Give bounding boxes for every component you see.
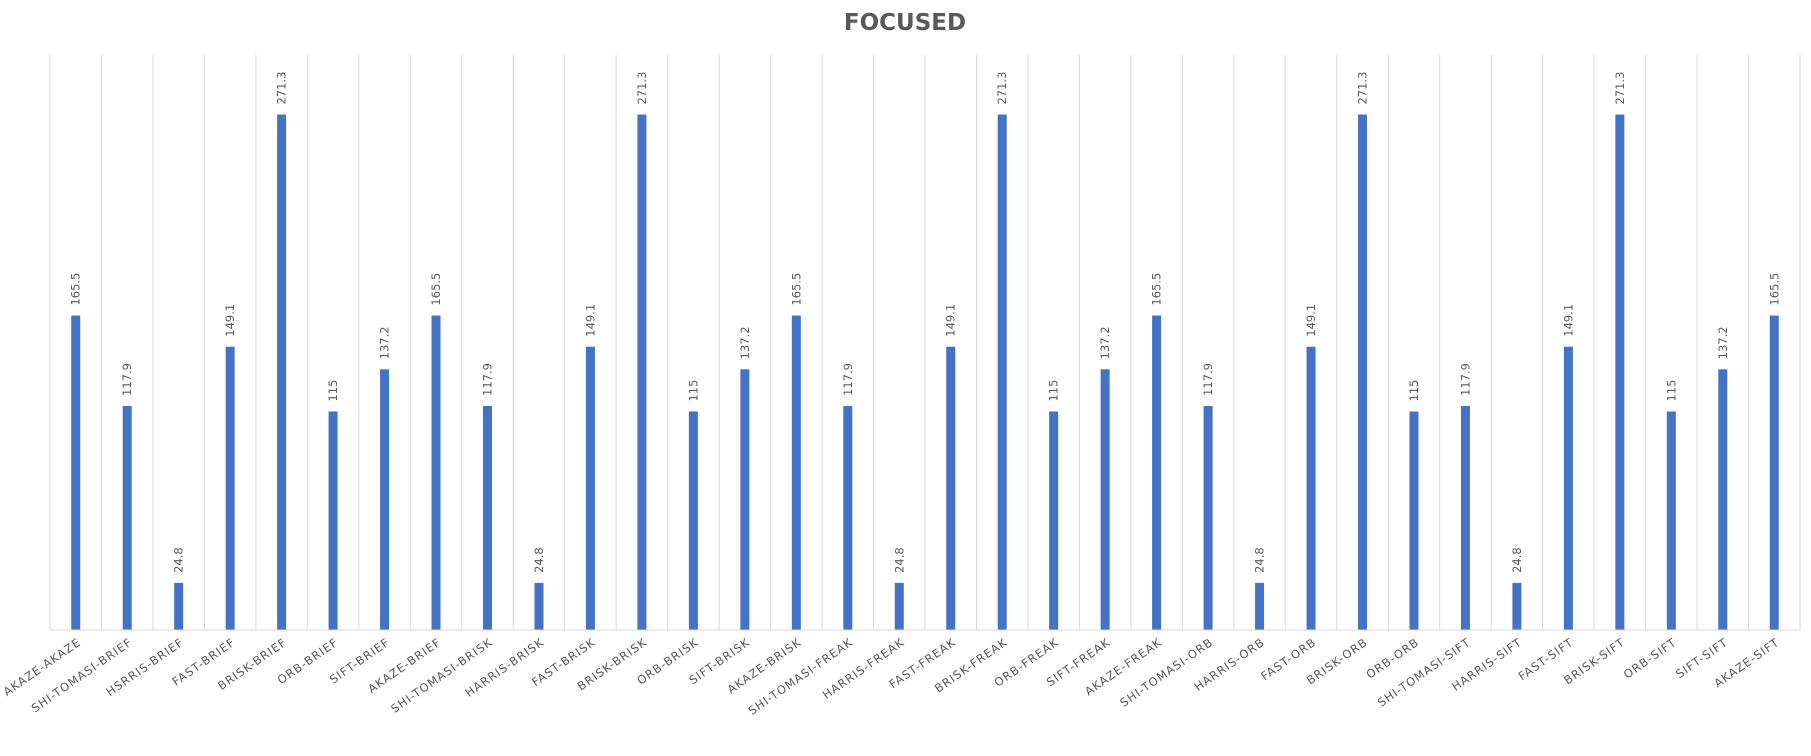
data-label: 117.9 [841,363,855,396]
data-label: 24.8 [892,547,906,573]
bar-shi-tomasi-orb [1203,405,1213,630]
bar-akaze-brief [431,315,441,630]
data-label: 271.3 [1613,72,1627,105]
data-label: 165.5 [429,273,443,306]
data-label: 24.8 [172,547,186,573]
data-label: 117.9 [1458,363,1472,396]
bar-shi-tomasi-freak [843,405,853,630]
data-label: 24.8 [1510,547,1524,573]
bar-shi-tomasi-brisk [483,405,492,630]
bar-sift-brisk [740,369,750,630]
x-tick-label: ORB-SIFT [1621,635,1679,682]
bar-hsrris-brief [174,582,184,630]
bar-akaze-freak [1152,315,1162,630]
data-label: 271.3 [275,72,289,105]
data-label: 149.1 [223,304,237,337]
data-label: 117.9 [1201,363,1215,396]
bar-akaze-brisk [791,315,801,630]
data-label: 115 [326,380,340,402]
bar-shi-tomasi-sift [1460,405,1470,630]
bars [71,114,1779,630]
data-label: 271.3 [1356,72,1370,105]
bar-orb-orb [1409,411,1419,630]
data-label: 117.9 [481,363,495,396]
bar-brisk-brief [277,114,287,630]
bar-sift-freak [1100,369,1110,630]
data-label: 271.3 [635,72,649,105]
bar-fast-brief [225,346,235,630]
bar-orb-freak [1049,411,1059,630]
chart-title: FOCUSED [844,10,966,36]
data-label: 115 [1047,380,1061,402]
bar-harris-orb [1255,582,1265,630]
bar-brisk-freak [997,114,1007,630]
data-labels: 165.5 117.9 24.8 149.1 271.3 115 137.2 165.5 117… [69,72,1782,573]
data-label: 165.5 [1150,273,1164,306]
data-label: 24.8 [532,547,546,573]
data-label: 137.2 [738,326,752,359]
bar-orb-sift [1666,411,1676,630]
data-label: 115 [686,380,700,402]
data-label: 115 [1407,380,1421,402]
data-label: 117.9 [120,363,134,396]
x-tick-label: SHI-TOMASI-ORB [1117,635,1215,710]
data-label: 165.5 [69,273,83,306]
bar-harris-brisk [534,582,544,630]
bar-sift-brief [380,369,390,630]
data-label: 137.2 [1098,326,1112,359]
data-label: 137.2 [378,326,392,359]
data-label: 149.1 [1561,304,1575,337]
bar-brisk-orb [1358,114,1367,630]
data-label: 115 [1664,380,1678,402]
bar-akaze-sift [1769,315,1779,630]
bar-fast-brisk [585,346,595,630]
bar-shi-tomasi-brief [122,405,132,630]
x-tick-label: SHI-TOMASI-SIFT [1375,635,1473,710]
data-label: 24.8 [1253,547,1267,573]
bar-sift-sift [1718,369,1728,630]
bar-brisk-sift [1615,114,1625,630]
bar-orb-brisk [688,411,698,630]
bar-fast-freak [946,346,956,630]
data-label: 165.5 [789,273,803,306]
data-label: 149.1 [583,304,597,337]
data-label: 271.3 [995,72,1009,105]
bar-fast-orb [1306,346,1316,630]
bar-harris-sift [1512,582,1522,630]
data-label: 149.1 [1304,304,1318,337]
bar-harris-freak [894,582,904,630]
data-label: 165.5 [1767,273,1781,306]
bar-brisk-brisk [637,114,647,630]
gridlines [49,55,1801,630]
bar-orb-brief [328,411,338,630]
bar-fast-sift [1563,346,1573,630]
data-label: 137.2 [1716,326,1730,359]
bar-akaze-akaze [71,315,81,630]
x-tick-labels: AKAZE-AKAZESHI-TOMASI-BRIEFHSRRIS-BRIEFF… [1,635,1782,718]
data-label: 149.1 [944,304,958,337]
